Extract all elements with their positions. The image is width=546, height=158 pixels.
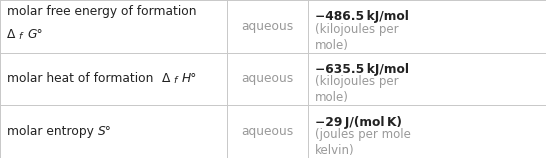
Text: (kilojoules per
mole): (kilojoules per mole): [315, 76, 399, 104]
Text: molar heat of formation: molar heat of formation: [7, 72, 157, 85]
Text: (joules per mole
kelvin): (joules per mole kelvin): [315, 128, 411, 157]
Text: molar entropy: molar entropy: [7, 125, 97, 138]
Text: aqueous: aqueous: [241, 72, 294, 85]
Text: Δ: Δ: [162, 72, 170, 85]
Text: f: f: [173, 76, 176, 85]
Text: molar free energy of formation: molar free energy of formation: [7, 5, 196, 18]
Text: aqueous: aqueous: [241, 20, 294, 33]
Text: −29 J/(mol K): −29 J/(mol K): [315, 115, 402, 129]
Text: −486.5 kJ/mol: −486.5 kJ/mol: [315, 10, 409, 23]
Text: aqueous: aqueous: [241, 125, 294, 138]
Text: S°: S°: [98, 125, 112, 138]
Text: G°: G°: [27, 28, 43, 42]
Text: H°: H°: [181, 72, 197, 85]
Text: −635.5 kJ/mol: −635.5 kJ/mol: [315, 63, 409, 76]
Text: f: f: [19, 32, 22, 41]
Text: (kilojoules per
mole): (kilojoules per mole): [315, 23, 399, 52]
Text: Δ: Δ: [7, 28, 15, 42]
